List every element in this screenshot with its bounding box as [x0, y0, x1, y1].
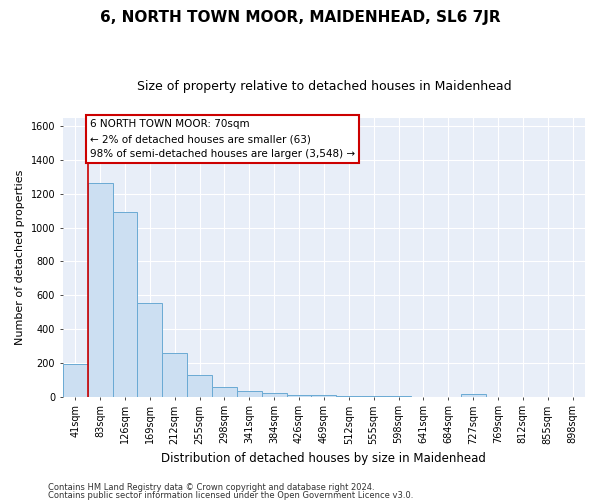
Bar [461, 394, 485, 396]
Bar [287, 395, 311, 396]
Bar [311, 395, 337, 396]
X-axis label: Distribution of detached houses by size in Maidenhead: Distribution of detached houses by size … [161, 452, 487, 465]
Bar [162, 352, 187, 397]
Bar [187, 376, 212, 396]
Text: Contains public sector information licensed under the Open Government Licence v3: Contains public sector information licen… [48, 491, 413, 500]
Text: 6 NORTH TOWN MOOR: 70sqm
← 2% of detached houses are smaller (63)
98% of semi-de: 6 NORTH TOWN MOOR: 70sqm ← 2% of detache… [90, 120, 355, 159]
Bar [88, 183, 113, 396]
Bar [237, 390, 262, 396]
Bar [137, 303, 162, 396]
Bar [212, 386, 237, 396]
Bar [63, 364, 88, 396]
Bar [262, 393, 287, 396]
Bar [113, 212, 137, 396]
Title: Size of property relative to detached houses in Maidenhead: Size of property relative to detached ho… [137, 80, 511, 93]
Text: Contains HM Land Registry data © Crown copyright and database right 2024.: Contains HM Land Registry data © Crown c… [48, 484, 374, 492]
Y-axis label: Number of detached properties: Number of detached properties [15, 170, 25, 345]
Text: 6, NORTH TOWN MOOR, MAIDENHEAD, SL6 7JR: 6, NORTH TOWN MOOR, MAIDENHEAD, SL6 7JR [100, 10, 500, 25]
